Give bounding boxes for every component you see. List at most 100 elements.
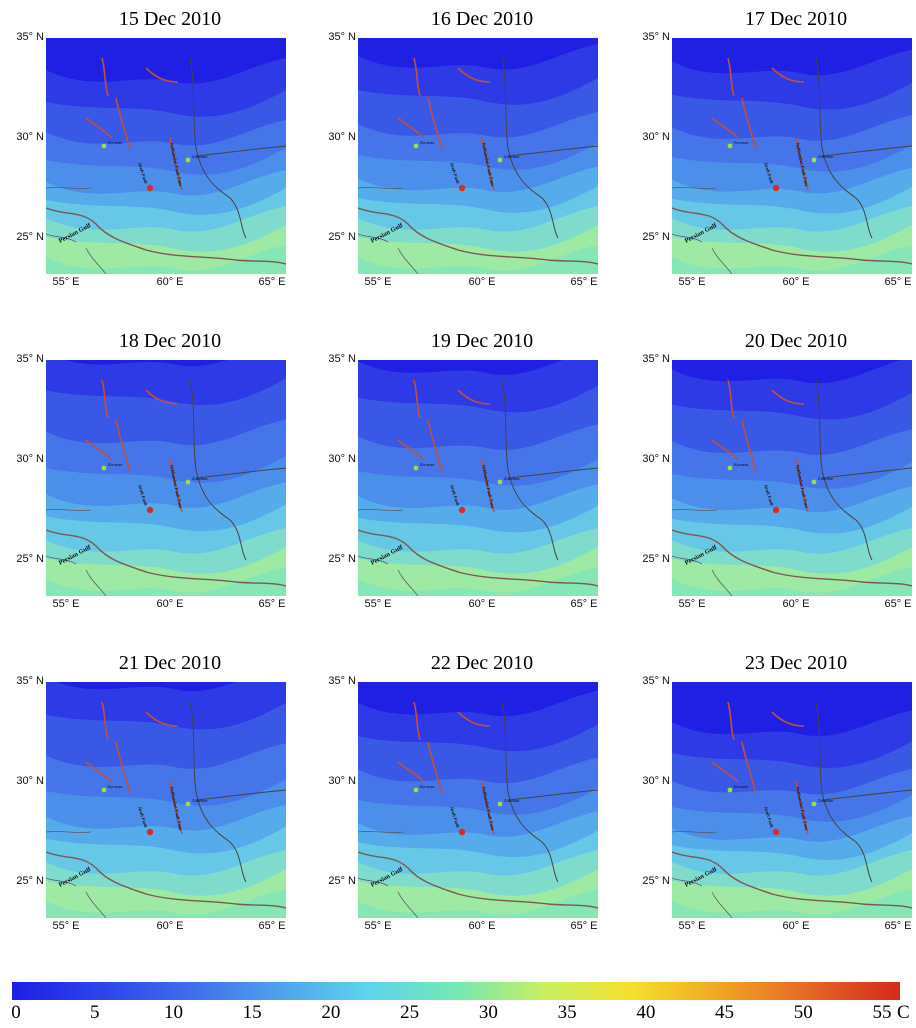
country-border [672, 831, 733, 918]
panel-title: 21 Dec 2010 [118, 652, 222, 674]
fault-line [727, 701, 735, 741]
temperature-contour-band [672, 38, 912, 76]
city-marker [497, 479, 503, 485]
longitude-tick-label: 60° E [156, 920, 184, 932]
longitude-tick-label: 65° E [258, 920, 286, 932]
longitude-tick-label: 60° E [782, 598, 810, 610]
country-border [821, 467, 912, 479]
longitude-tick-label: 65° E [570, 598, 598, 610]
country-border [672, 509, 733, 596]
map-panel: 15 Dec 2010 35° N 30° N 25° N 55° E 60° E 65° … [0, 8, 300, 328]
fault-line [481, 781, 495, 835]
latitude-tick-label: 35° N [328, 353, 356, 365]
longitude-tick-label: 65° E [570, 276, 598, 288]
epicenter-marker [458, 184, 466, 192]
latitude-tick-label: 35° N [642, 675, 670, 687]
panel-title: 17 Dec 2010 [744, 8, 848, 30]
map-panel: 21 Dec 2010 35° N 30° N 25° N 55° E 60° E 65° … [0, 652, 300, 972]
map-label-city-west: Kerman [734, 140, 749, 145]
country-border [195, 789, 286, 801]
fault-line [457, 67, 491, 83]
epicenter-marker [458, 506, 466, 514]
colorbar-gradient [12, 982, 900, 1000]
longitude-tick-label: 65° E [884, 276, 912, 288]
longitude-tick-label: 60° E [782, 276, 810, 288]
fault-line [413, 57, 421, 97]
fault-line [397, 439, 425, 461]
panel-title: 16 Dec 2010 [430, 8, 534, 30]
fault-line [771, 711, 805, 727]
longitude-tick-label: 60° E [468, 920, 496, 932]
temperature-map: Persian Gulf Kerman Zahedan Jiroft Fault Neh… [46, 38, 286, 274]
coastline [672, 207, 912, 265]
latitude-tick-label: 25° N [328, 231, 356, 243]
city-marker [811, 479, 817, 485]
latitude-tick-label: 25° N [642, 553, 670, 565]
fault-line [427, 419, 443, 473]
map-label-fault-west: Jiroft Fault [449, 806, 461, 829]
city-marker [727, 143, 733, 149]
map-panel: 19 Dec 2010 35° N 30° N 25° N 55° E 60° E 65° … [312, 330, 612, 650]
latitude-tick-label: 30° N [642, 775, 670, 787]
colorbar-tick-label: 25 [400, 1002, 420, 1023]
map-label-city-west: Kerman [734, 462, 749, 467]
map-label-city-west: Kerman [420, 140, 435, 145]
fault-line [741, 741, 757, 795]
panel-title: 15 Dec 2010 [118, 8, 222, 30]
epicenter-marker [772, 506, 780, 514]
map-label-fault-west: Jiroft Fault [137, 806, 149, 829]
longitude-tick-label: 55° E [52, 276, 80, 288]
temperature-contour-band [358, 360, 598, 375]
fault-line [413, 379, 421, 419]
colorbar-tick-label: 40 [636, 1002, 656, 1023]
temperature-contour-band [46, 360, 286, 367]
country-border [501, 701, 559, 883]
map-panel: 16 Dec 2010 35° N 30° N 25° N 55° E 60° E 65° … [312, 8, 612, 328]
fault-line [771, 67, 805, 83]
city-marker [727, 787, 733, 793]
longitude-tick-label: 60° E [156, 276, 184, 288]
epicenter-marker [146, 184, 154, 192]
latitude-tick-label: 25° N [642, 231, 670, 243]
longitude-tick-label: 65° E [258, 276, 286, 288]
temperature-contour-band [358, 38, 598, 70]
country-border [195, 467, 286, 479]
temperature-map: Persian Gulf Kerman Zahedan Jiroft Fault Neh… [46, 360, 286, 596]
temperature-map: Persian Gulf Kerman Zahedan Jiroft Fault Neh… [358, 360, 598, 596]
colorbar-tick-label: 10 [163, 1002, 183, 1023]
coastline [672, 851, 912, 909]
map-panel: 22 Dec 2010 35° N 30° N 25° N 55° E 60° E 65° … [312, 652, 612, 972]
temperature-map: Persian Gulf Kerman Zahedan Jiroft Fault Neh… [672, 360, 912, 596]
country-border [507, 467, 598, 479]
fault-line [85, 761, 113, 783]
map-label-city-east: Zahedan [504, 154, 520, 159]
fault-line [145, 67, 179, 83]
fault-line [457, 389, 491, 405]
map-panel: 23 Dec 2010 35° N 30° N 25° N 55° E 60° E 65° … [626, 652, 916, 972]
colorbar-unit: C [897, 1002, 910, 1023]
country-border [815, 379, 873, 561]
city-marker [185, 801, 191, 807]
longitude-tick-label: 55° E [678, 598, 706, 610]
map-label-city-east: Zahedan [192, 476, 208, 481]
longitude-tick-label: 55° E [678, 920, 706, 932]
fault-line [169, 137, 183, 191]
longitude-tick-label: 55° E [364, 920, 392, 932]
temperature-contour-band [358, 682, 598, 717]
epicenter-marker [772, 184, 780, 192]
temperature-contour-band [672, 360, 912, 384]
colorbar-tick-label: 15 [242, 1002, 262, 1023]
latitude-tick-label: 35° N [16, 675, 44, 687]
epicenter-marker [146, 828, 154, 836]
longitude-tick-label: 55° E [364, 598, 392, 610]
fault-line [397, 761, 425, 783]
country-border [46, 187, 107, 274]
city-marker [811, 157, 817, 163]
panel-title: 20 Dec 2010 [744, 330, 848, 352]
map-label-city-west: Kerman [108, 784, 123, 789]
fault-line [427, 741, 443, 795]
map-label-city-west: Kerman [108, 462, 123, 467]
temperature-map: Persian Gulf Kerman Zahedan Jiroft Fault Neh… [672, 38, 912, 274]
